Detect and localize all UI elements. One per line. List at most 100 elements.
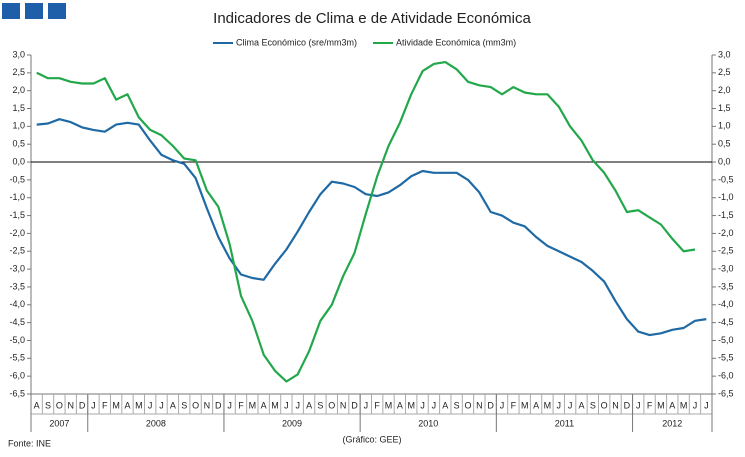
- x-tick-label: J: [557, 400, 562, 410]
- x-tick-label: J: [91, 400, 96, 410]
- x-tick-label: M: [657, 400, 665, 410]
- y2-tick-label: -1,0: [718, 192, 734, 202]
- x-tick-label: M: [135, 400, 143, 410]
- y2-tick-label: 2,5: [718, 67, 731, 77]
- x-tick-label: A: [306, 400, 312, 410]
- x-tick-label: O: [56, 400, 63, 410]
- y2-tick-label: 3,0: [718, 49, 731, 59]
- x-tick-label: F: [374, 400, 380, 410]
- x-tick-label: M: [249, 400, 257, 410]
- x-tick-label: O: [192, 400, 199, 410]
- y2-tick-label: 1,0: [718, 121, 731, 131]
- year-label: 2007: [49, 418, 69, 428]
- x-tick-label: A: [578, 400, 584, 410]
- y2-tick-label: -3,5: [718, 281, 734, 291]
- y-tick-label: 1,5: [12, 103, 25, 113]
- x-tick-label: F: [102, 400, 108, 410]
- y2-tick-label: -5,0: [718, 335, 734, 345]
- y-tick-label: -4,0: [9, 299, 25, 309]
- data-line: [36, 61, 696, 383]
- x-tick-label: D: [215, 400, 222, 410]
- x-tick-label: A: [261, 400, 267, 410]
- y-tick-label: -6,5: [9, 388, 25, 398]
- y-tick-label: -4,5: [9, 317, 25, 327]
- y2-tick-label: -5,5: [718, 353, 734, 363]
- y-tick-label: -1,0: [9, 192, 25, 202]
- chart-title: Indicadores de Clima e de Atividade Econ…: [213, 10, 531, 27]
- x-tick-label: F: [647, 400, 653, 410]
- x-tick-label: S: [317, 400, 323, 410]
- y2-tick-label: -6,5: [718, 388, 734, 398]
- y2-tick-label: 0,0: [718, 156, 731, 166]
- x-tick-label: O: [601, 400, 608, 410]
- x-tick-label: J: [568, 400, 573, 410]
- x-tick-label: S: [181, 400, 187, 410]
- y2-tick-label: -3,0: [718, 263, 734, 273]
- x-tick-label: A: [124, 400, 130, 410]
- x-tick-label: F: [238, 400, 244, 410]
- year-label: 2010: [418, 418, 438, 428]
- logo-square: [25, 3, 43, 19]
- x-tick-label: A: [170, 400, 176, 410]
- x-tick-label: D: [79, 400, 86, 410]
- x-tick-label: O: [464, 400, 471, 410]
- y2-tick-label: -4,5: [718, 317, 734, 327]
- x-tick-label: A: [442, 400, 448, 410]
- x-tick-label: O: [328, 400, 335, 410]
- legend-label: Atividade Económica (mm3m): [396, 37, 516, 47]
- x-tick-label: A: [397, 400, 403, 410]
- y2-tick-label: 1,5: [718, 103, 731, 113]
- x-tick-label: J: [420, 400, 425, 410]
- y-tick-label: -3,5: [9, 281, 25, 291]
- x-tick-label: A: [34, 400, 40, 410]
- x-tick-label: J: [636, 400, 641, 410]
- x-tick-label: N: [612, 400, 619, 410]
- y-tick-label: -5,0: [9, 335, 25, 345]
- y-tick-label: 2,0: [12, 85, 25, 95]
- x-tick-label: D: [487, 400, 494, 410]
- x-tick-label: J: [295, 400, 300, 410]
- year-label: 2008: [146, 418, 166, 428]
- y-tick-label: 0,0: [12, 156, 25, 166]
- y2-tick-label: -6,0: [718, 371, 734, 381]
- data-line: [36, 118, 707, 337]
- y-tick-label: 1,0: [12, 121, 25, 131]
- x-tick-label: N: [67, 400, 74, 410]
- y2-tick-label: -4,0: [718, 299, 734, 309]
- x-tick-label: J: [284, 400, 289, 410]
- x-tick-label: J: [364, 400, 369, 410]
- x-tick-label: S: [590, 400, 596, 410]
- x-tick-label: A: [669, 400, 675, 410]
- y2-tick-label: 0,5: [718, 139, 731, 149]
- x-tick-label: J: [704, 400, 709, 410]
- x-tick-label: D: [351, 400, 358, 410]
- x-tick-label: J: [500, 400, 505, 410]
- y-tick-label: -3,0: [9, 263, 25, 273]
- legend-label: Clima Económico (sre/mm3m): [236, 37, 357, 47]
- logo-square: [48, 3, 66, 19]
- y2-tick-label: -2,5: [718, 246, 734, 256]
- x-tick-label: J: [148, 400, 153, 410]
- y-tick-label: -0,5: [9, 174, 25, 184]
- y-tick-label: -5,5: [9, 353, 25, 363]
- x-tick-label: M: [521, 400, 529, 410]
- x-tick-label: M: [407, 400, 415, 410]
- x-tick-label: S: [454, 400, 460, 410]
- y-tick-label: 3,0: [12, 49, 25, 59]
- x-tick-label: N: [340, 400, 347, 410]
- y-tick-label: -2,5: [9, 246, 25, 256]
- x-tick-label: F: [511, 400, 517, 410]
- y2-tick-label: -2,0: [718, 228, 734, 238]
- year-label: 2012: [662, 418, 682, 428]
- x-tick-label: M: [112, 400, 120, 410]
- year-label: 2011: [555, 418, 574, 428]
- y-tick-label: -1,5: [9, 210, 25, 220]
- y-tick-label: -6,0: [9, 371, 25, 381]
- x-tick-label: M: [544, 400, 552, 410]
- y2-tick-label: -1,5: [718, 210, 734, 220]
- source: Fonte: INE: [8, 438, 51, 448]
- logo-square: [2, 3, 20, 19]
- x-tick-label: A: [533, 400, 539, 410]
- y2-tick-label: 2,0: [718, 85, 731, 95]
- y-tick-label: -2,0: [9, 228, 25, 238]
